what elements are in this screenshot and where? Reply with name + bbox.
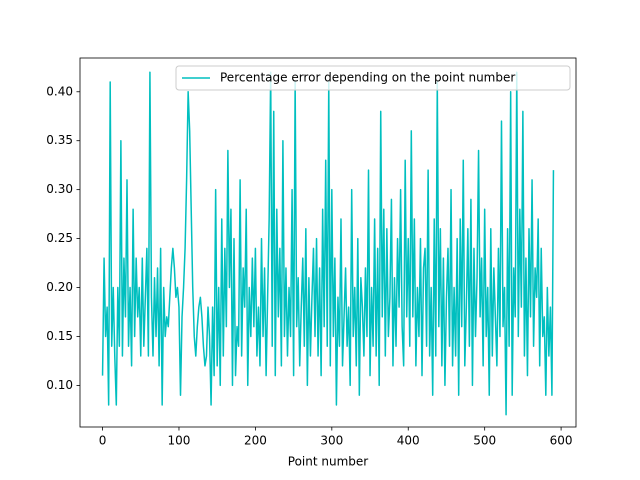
x-tick-label: 500: [473, 434, 496, 448]
axes-frame: [79, 57, 577, 428]
x-tick-label: 600: [550, 434, 573, 448]
legend-label: Percentage error depending on the point …: [220, 71, 515, 85]
y-tick-label: 0.30: [46, 182, 73, 196]
x-tick-label: 400: [397, 434, 420, 448]
y-tick-label: 0.10: [46, 378, 73, 392]
x-tick-label: 200: [244, 434, 267, 448]
y-tick-label: 0.25: [46, 231, 73, 245]
y-tick-label: 0.35: [46, 133, 73, 147]
data-line: [101, 71, 555, 416]
y-tick-label: 0.15: [46, 329, 73, 343]
x-tick-label: 300: [320, 434, 343, 448]
x-tick-label: 0: [99, 434, 107, 448]
y-tick-label: 0.40: [46, 84, 73, 98]
y-tick-label: 0.20: [46, 280, 73, 294]
x-tick-label: 100: [168, 434, 191, 448]
legend-box: [175, 65, 571, 91]
x-axis-label: Point number: [288, 455, 369, 469]
